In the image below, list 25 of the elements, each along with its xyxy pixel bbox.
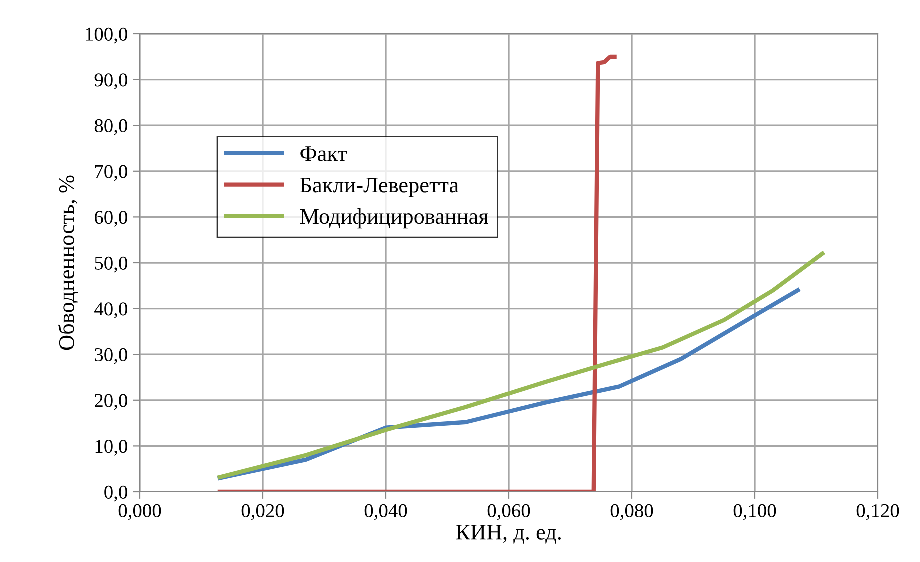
x-tick-label: 0,100 bbox=[734, 504, 776, 520]
legend-label: Бакли-Леверетта bbox=[300, 178, 459, 198]
y-tick-label: 100,0 bbox=[86, 28, 128, 44]
y-tick-label: 10,0 bbox=[96, 440, 128, 456]
x-tick-label: 0,080 bbox=[610, 504, 654, 520]
y-tick-label: 60,0 bbox=[95, 211, 128, 227]
line-series bbox=[218, 252, 825, 480]
y-tick-label: 80,0 bbox=[94, 119, 128, 136]
y-tick-label: 40,0 bbox=[94, 302, 128, 319]
x-tick-label: 0,120 bbox=[856, 504, 900, 520]
x-tick-label: 0,040 bbox=[364, 504, 408, 520]
line-series bbox=[218, 54, 617, 492]
x-tick-label: 0,060 bbox=[488, 504, 530, 520]
y-tick-label: 30,0 bbox=[95, 348, 128, 364]
x-tick-label: 0,020 bbox=[242, 504, 284, 520]
legend-label: Модифицированная bbox=[300, 208, 488, 229]
y-tick-label: 90,0 bbox=[94, 74, 128, 90]
y-tick-label: 50,0 bbox=[95, 256, 128, 273]
y-tick-label: 70,0 bbox=[95, 165, 128, 182]
legend-label: Факт bbox=[300, 146, 348, 162]
x-axis-title: КИН, д. ед. bbox=[456, 525, 561, 544]
y-tick-label: 0,0 bbox=[104, 486, 128, 502]
x-tick-label: 0,000 bbox=[118, 504, 162, 520]
y-axis-title: Обводненность, % bbox=[58, 176, 78, 350]
y-tick-label: 20,0 bbox=[95, 394, 128, 410]
